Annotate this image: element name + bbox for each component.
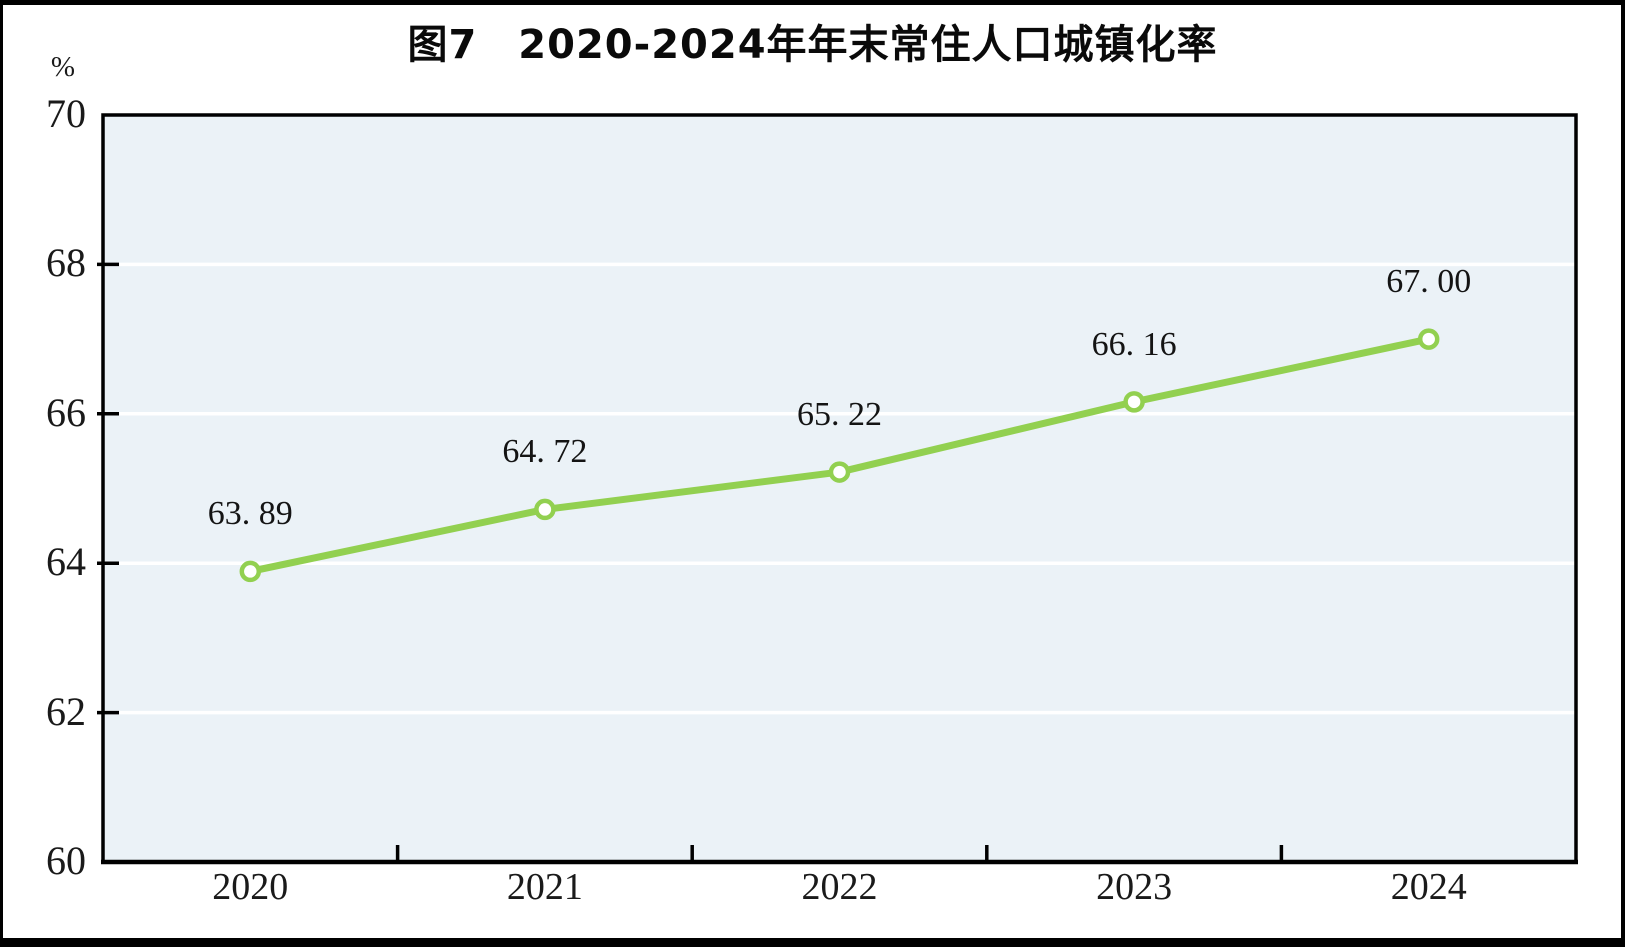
plot-area (103, 115, 1576, 862)
data-point-label: 66. 16 (1091, 325, 1177, 363)
data-point-marker (1417, 328, 1440, 350)
x-axis-tick-label: 2024 (1390, 866, 1467, 908)
data-point-label: 63. 89 (207, 495, 293, 533)
y-axis-unit-label: % (50, 51, 76, 83)
data-point-label: 67. 00 (1386, 263, 1472, 301)
y-axis-tick-label: 62 (46, 688, 86, 734)
data-point-label: 65. 22 (797, 396, 882, 434)
y-axis-tick-label: 64 (46, 539, 86, 585)
y-axis-tick-label: 66 (46, 389, 86, 435)
data-point-marker (1123, 391, 1145, 413)
data-point-marker (828, 461, 851, 483)
x-axis-tick-label: 2020 (212, 866, 289, 908)
x-axis-tick-label: 2021 (506, 866, 583, 908)
data-point-marker (239, 560, 262, 583)
y-axis-tick-label: 70 (46, 91, 86, 136)
y-axis-tick-label: 60 (46, 838, 86, 883)
data-point-label: 64. 72 (502, 433, 588, 471)
data-point-marker (534, 498, 556, 521)
y-axis-tick-label: 68 (46, 240, 86, 286)
chart-title: 图7 2020-2024年年末常住人口城镇化率 (407, 22, 1218, 68)
x-axis-tick-label: 2022 (801, 866, 878, 908)
x-axis-tick-label: 2023 (1096, 866, 1173, 908)
